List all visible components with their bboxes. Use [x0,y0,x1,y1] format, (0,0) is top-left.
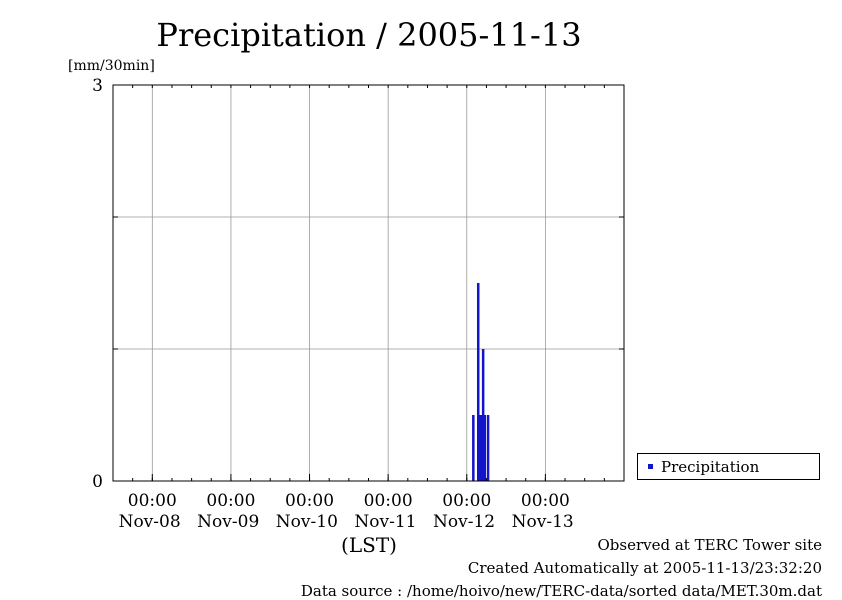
precipitation-bar [481,349,485,481]
axis-ticks: 0300:00Nov-0800:00Nov-0900:00Nov-1000:00… [92,76,625,532]
x-tick-hour-label: 00:00 [521,491,570,511]
footer-observed-site: Observed at TERC Tower site [597,536,822,554]
x-tick-date-label: Nov-08 [119,512,181,532]
precipitation-bar [476,283,480,481]
precipitation-bar [486,415,490,481]
legend: Precipitation [637,453,820,480]
y-tick-label: 3 [92,76,103,96]
x-tick-date-label: Nov-11 [354,512,416,532]
x-tick-hour-label: 00:00 [285,491,334,511]
y-axis-label: [mm/30min] [68,58,155,74]
grid-lines [113,85,624,481]
footer-created-timestamp: Created Automatically at 2005-11-13/23:3… [467,559,822,577]
precipitation-bars [472,283,490,481]
x-tick-date-label: Nov-12 [433,512,495,532]
legend-label-precipitation: Precipitation [661,457,760,476]
x-tick-date-label: Nov-13 [512,512,574,532]
x-tick-hour-label: 00:00 [364,491,413,511]
x-axis-label: (LST) [341,533,397,557]
x-tick-date-label: Nov-10 [276,512,338,532]
precipitation-bar [483,415,487,481]
footer-data-source: Data source : /home/hoivo/new/TERC-data/… [300,582,822,600]
x-tick-hour-label: 00:00 [206,491,255,511]
precipitation-bar [480,415,483,481]
plot-area-frame [112,84,625,482]
precipitation-bar [478,415,482,481]
x-tick-date-label: Nov-09 [197,512,259,532]
x-tick-hour-label: 00:00 [128,491,177,511]
y-tick-label: 0 [92,472,103,492]
precipitation-bar [472,415,475,481]
legend-swatch-precipitation [648,464,653,469]
x-tick-hour-label: 00:00 [442,491,491,511]
chart-title: Precipitation / 2005-11-13 [156,16,581,54]
